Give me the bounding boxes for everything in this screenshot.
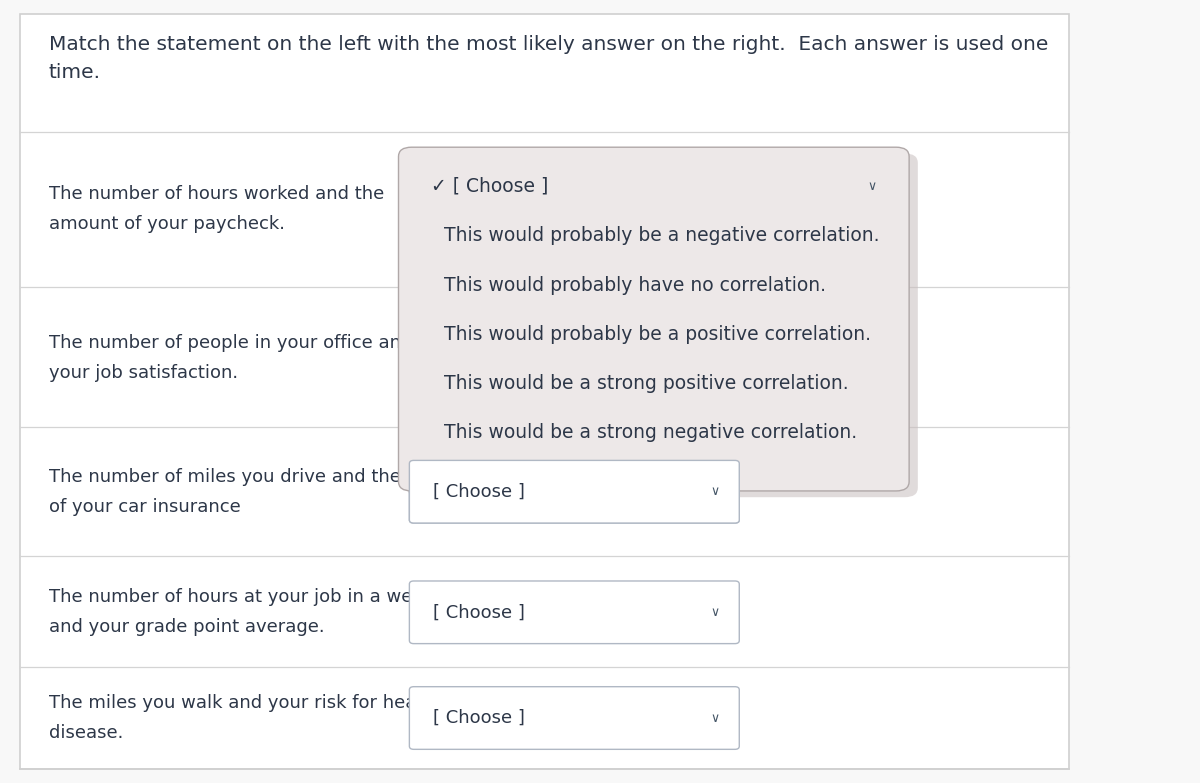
Text: ∨: ∨ [710, 485, 720, 498]
Text: ∨: ∨ [710, 712, 720, 724]
Text: and your grade point average.: and your grade point average. [49, 619, 325, 636]
Text: The number of people in your office and: The number of people in your office and [49, 334, 413, 352]
Text: ∨: ∨ [710, 485, 720, 498]
Text: ∨: ∨ [868, 180, 877, 193]
FancyBboxPatch shape [407, 153, 918, 497]
Text: your job satisfaction.: your job satisfaction. [49, 364, 238, 381]
Text: This would probably have no correlation.: This would probably have no correlation. [444, 276, 827, 294]
Text: The number of hours worked and the: The number of hours worked and the [49, 186, 384, 203]
FancyBboxPatch shape [409, 460, 739, 523]
Text: This would probably be a negative correlation.: This would probably be a negative correl… [444, 226, 880, 245]
Text: amount of your paycheck.: amount of your paycheck. [49, 215, 284, 233]
Text: ✓ [ Choose ]: ✓ [ Choose ] [431, 177, 548, 196]
FancyBboxPatch shape [19, 14, 1069, 769]
Text: The number of hours at your job in a week: The number of hours at your job in a wee… [49, 589, 434, 606]
Text: [ Choose ]: [ Choose ] [433, 604, 526, 621]
Text: This would probably be a positive correlation.: This would probably be a positive correl… [444, 325, 871, 344]
FancyBboxPatch shape [409, 687, 739, 749]
Text: Match the statement on the left with the most likely answer on the right.  Each : Match the statement on the left with the… [49, 35, 1049, 54]
Text: This would be a strong negative correlation.: This would be a strong negative correlat… [444, 424, 857, 442]
FancyBboxPatch shape [409, 581, 739, 644]
FancyBboxPatch shape [409, 460, 739, 523]
Text: of your car insurance: of your car insurance [49, 498, 241, 515]
Text: ∨: ∨ [710, 606, 720, 619]
Text: The number of miles you drive and the cost: The number of miles you drive and the co… [49, 468, 444, 485]
Text: [ Choose ]: [ Choose ] [433, 483, 526, 500]
Text: The miles you walk and your risk for heart: The miles you walk and your risk for hea… [49, 695, 431, 712]
Text: disease.: disease. [49, 724, 124, 742]
Text: time.: time. [49, 63, 101, 81]
Text: [ Choose ]: [ Choose ] [433, 483, 526, 500]
Text: This would be a strong positive correlation.: This would be a strong positive correlat… [444, 374, 848, 393]
FancyBboxPatch shape [398, 147, 910, 491]
Text: [ Choose ]: [ Choose ] [433, 709, 526, 727]
